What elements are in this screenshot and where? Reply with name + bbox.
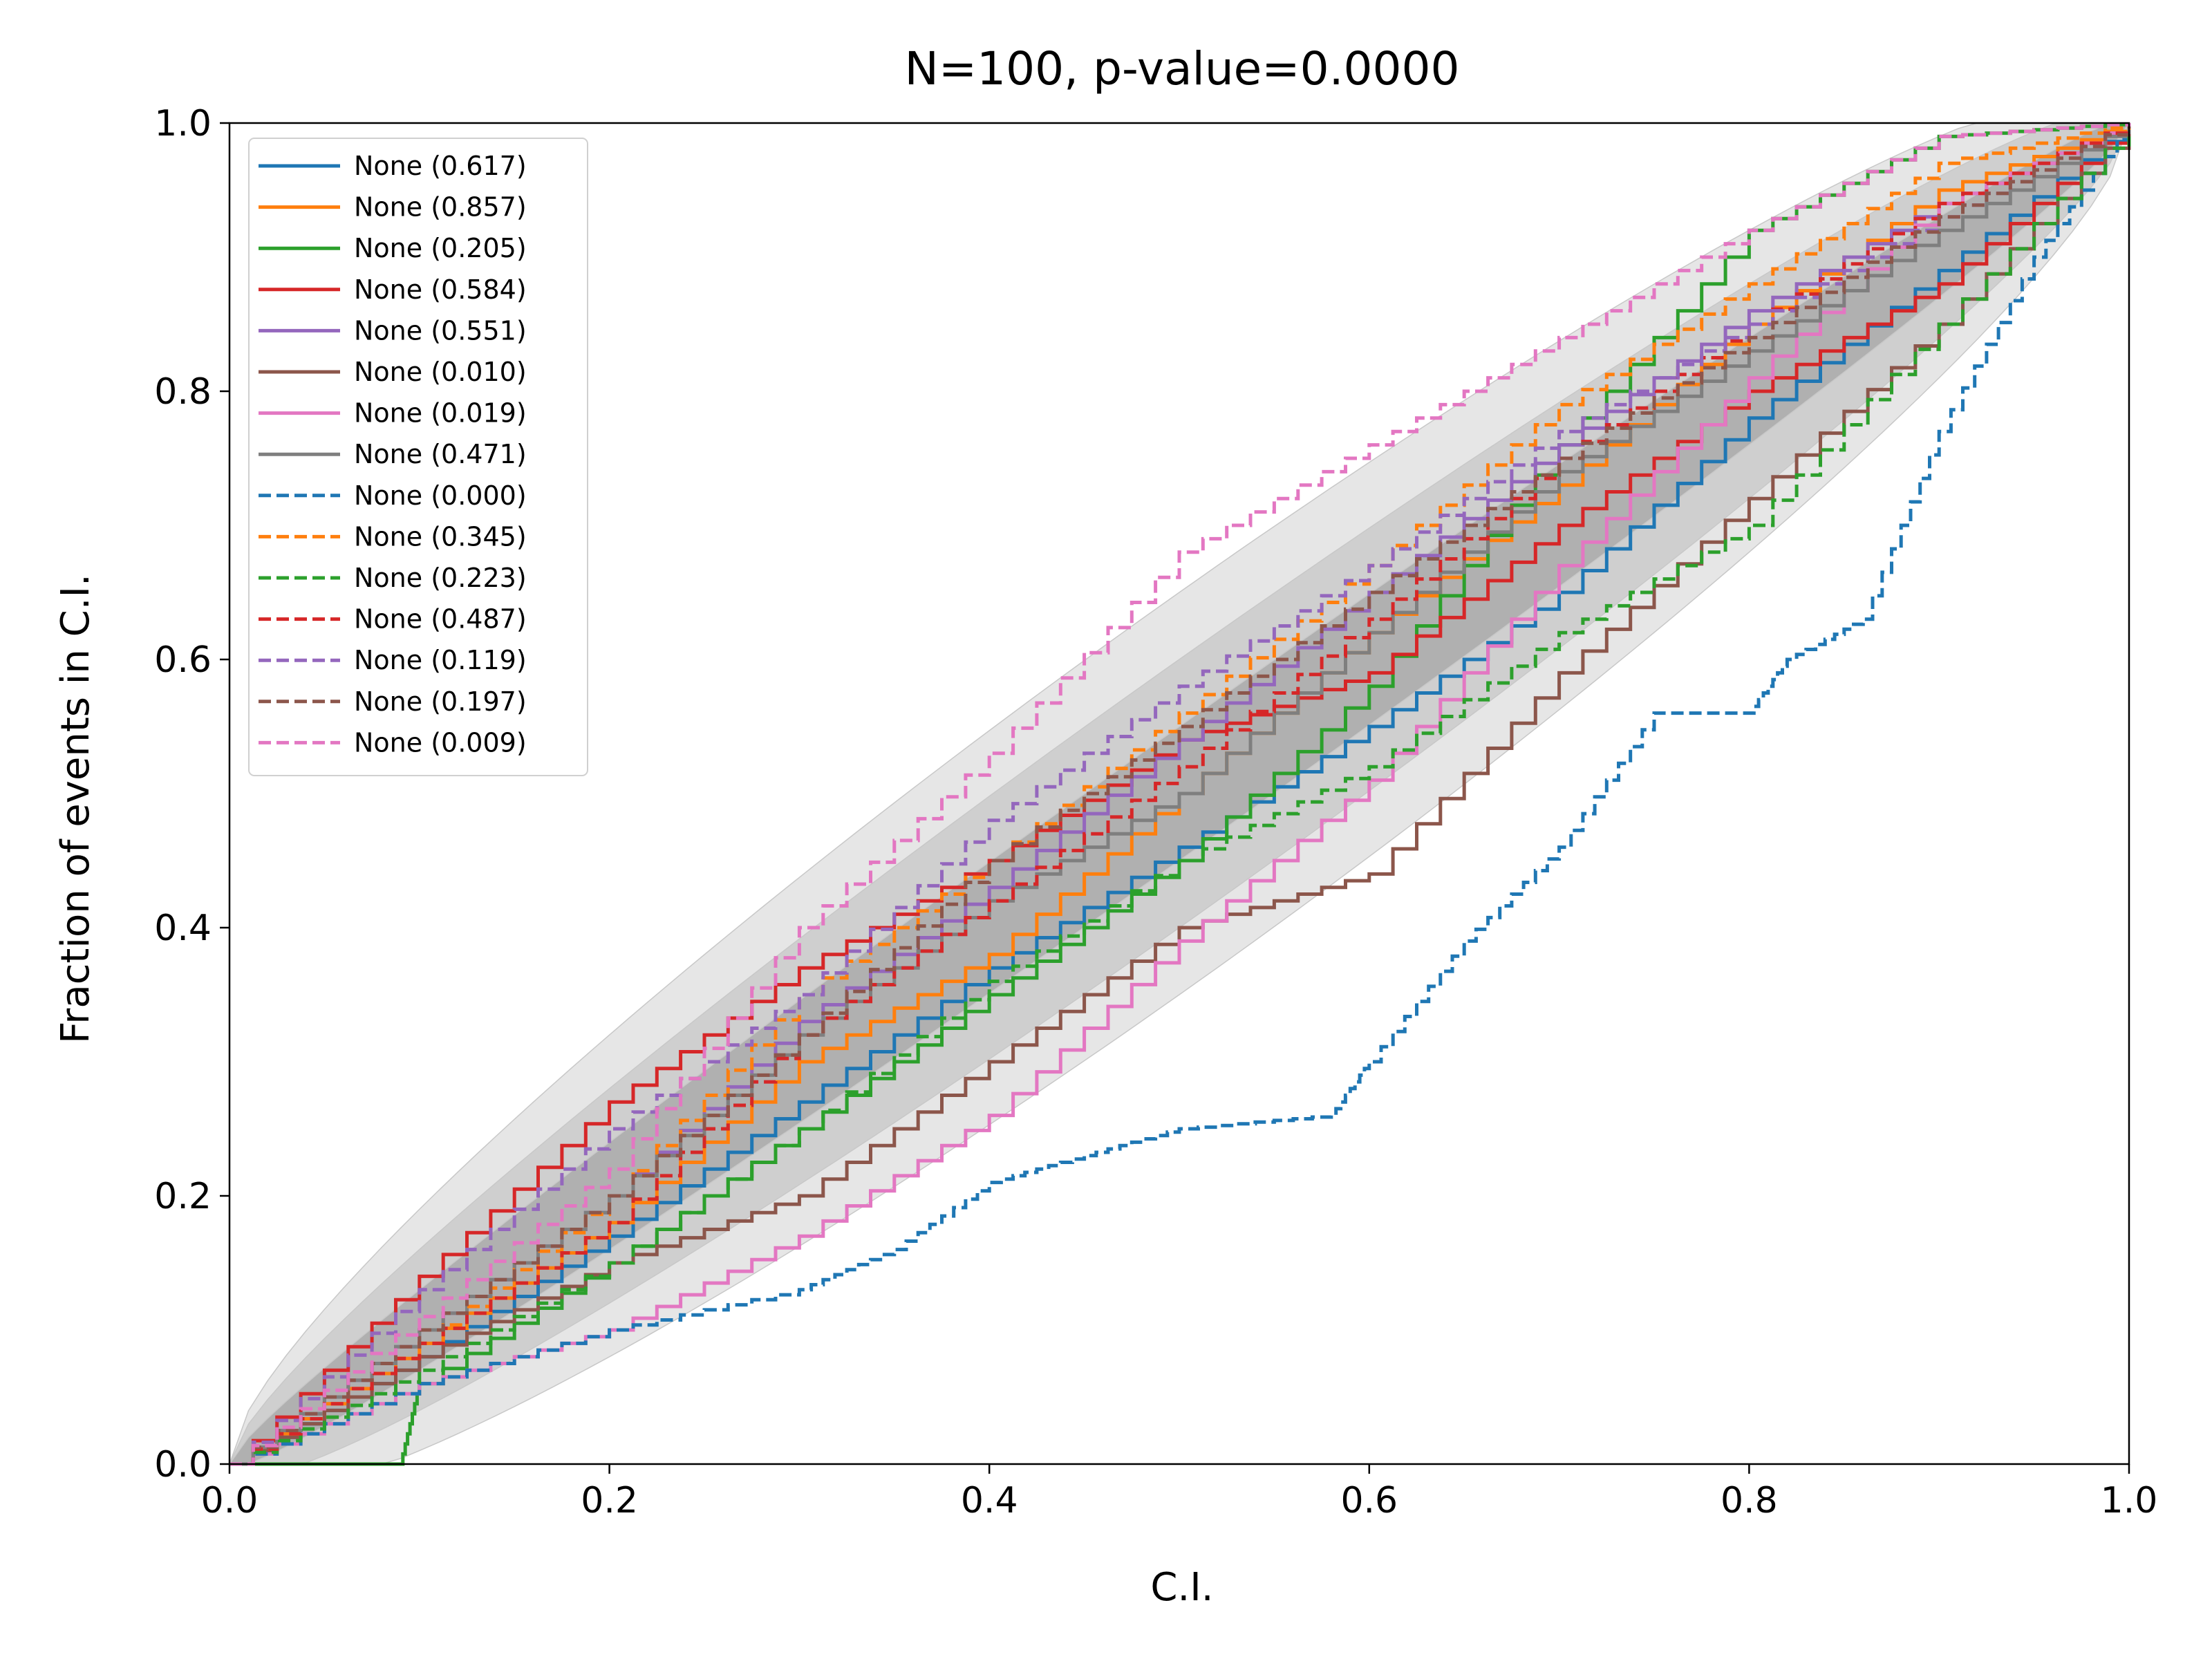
series-line-8 <box>229 123 2131 1466</box>
legend-label: None (0.551) <box>354 315 527 346</box>
y-axis-label: Fraction of events in C.I. <box>53 574 98 1044</box>
x-tick-label: 0.0 <box>201 1480 259 1521</box>
legend-label: None (0.471) <box>354 439 527 469</box>
legend-label: None (0.009) <box>354 727 527 758</box>
legend-box <box>248 138 588 776</box>
series-line-5 <box>229 123 2131 1466</box>
legend-label: None (0.197) <box>354 686 527 717</box>
x-tick-label: 1.0 <box>2101 1480 2158 1521</box>
series-line-14 <box>229 122 2131 1466</box>
legend-label: None (0.584) <box>354 274 527 305</box>
series-line-0 <box>229 123 2131 1466</box>
y-tick-label: 0.0 <box>154 1444 212 1485</box>
x-tick-label: 0.6 <box>1340 1480 1398 1521</box>
series-line-10 <box>229 123 2131 1466</box>
series-line-13 <box>229 123 2131 1466</box>
legend-label: None (0.617) <box>354 151 527 181</box>
y-tick-label: 0.2 <box>154 1176 212 1217</box>
x-axis-label: C.I. <box>1150 1565 1213 1610</box>
legend-label: None (0.205) <box>354 233 527 263</box>
plot-frame <box>228 122 2130 1465</box>
y-axis-ticks: 0.0 0.2 0.4 0.6 0.8 1.0 <box>154 103 229 1485</box>
legend-label: None (0.019) <box>354 398 527 429</box>
legend-label: None (0.010) <box>354 357 527 387</box>
x-axis-ticks: 0.0 0.2 0.4 0.6 0.8 1.0 <box>201 1464 2158 1521</box>
legend-label: None (0.345) <box>354 521 527 552</box>
x-tick-label: 0.8 <box>1721 1480 1778 1521</box>
y-tick-label: 0.4 <box>154 908 212 949</box>
y-tick-label: 0.6 <box>154 639 212 681</box>
series-line-11 <box>229 123 2131 1466</box>
legend-label: None (0.857) <box>354 192 527 223</box>
series-line-9 <box>229 123 2131 1466</box>
chart-title: N=100, p-value=0.0000 <box>904 42 1459 95</box>
y-tick-label: 0.8 <box>154 371 212 413</box>
y-tick-label: 1.0 <box>154 103 212 144</box>
legend-label: None (0.487) <box>354 604 527 635</box>
legend-label: None (0.000) <box>354 480 527 511</box>
x-tick-label: 0.2 <box>581 1480 638 1521</box>
legend-label: None (0.223) <box>354 563 527 593</box>
legend-label: None (0.119) <box>354 645 527 675</box>
series-lines <box>229 122 2131 1466</box>
legend: None (0.617) None (0.857) None (0.205) None… <box>248 138 588 776</box>
x-tick-label: 0.4 <box>961 1480 1018 1521</box>
